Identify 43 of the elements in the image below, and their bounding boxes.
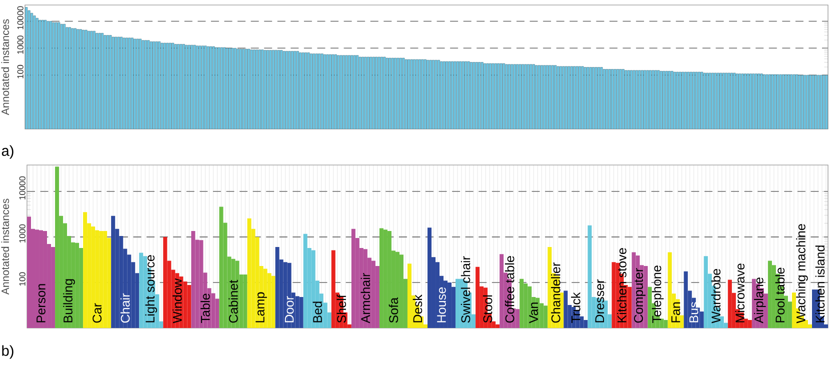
annotation: Table: [200, 294, 210, 324]
annotation: Coffee table: [504, 256, 514, 323]
text: b): [2, 345, 14, 359]
annotation: Shelf: [336, 294, 346, 323]
annotation: Pool table: [775, 268, 785, 322]
annotation: Cabinet: [228, 280, 238, 323]
annotation: Telephone: [652, 266, 664, 324]
annotation: Chair: [120, 293, 130, 323]
y-tick-label: 10000: [19, 176, 26, 200]
y-axis-title: Annotated instances: [1, 198, 10, 295]
annotation: Microwave: [735, 264, 745, 322]
y-tick-label: 100: [19, 272, 26, 286]
annotation: Door: [284, 296, 294, 322]
annotation: Computer: [634, 268, 646, 323]
text: a): [2, 145, 14, 159]
y-tick-label: 1000: [19, 224, 26, 243]
y-tick-label: 100: [17, 64, 24, 78]
annotation: Armchair: [360, 273, 370, 324]
annotation: Bed: [312, 302, 322, 322]
annotation: Fan: [671, 302, 680, 322]
annotation: Chandelier: [551, 262, 560, 323]
annotation: Wardrobe: [711, 268, 720, 324]
annotation: Dresser: [595, 279, 604, 322]
annotation: Desk: [412, 294, 422, 322]
annotation: Waching machine: [796, 224, 808, 324]
annotation: House: [437, 287, 446, 322]
annotation: Kitchen stove: [617, 248, 626, 322]
annotation: Truck: [571, 292, 580, 324]
annotation: Building: [63, 279, 75, 322]
annotation: Van: [529, 302, 538, 324]
annotation: Stool: [482, 295, 492, 323]
annotation: Sofa: [388, 297, 398, 323]
y-axis-title: Annotated instances: [1, 19, 10, 116]
annotation: Window: [172, 278, 182, 324]
annotation: Person: [36, 284, 46, 322]
annotation: Light source: [145, 255, 158, 322]
annotation: Lamp: [256, 292, 267, 322]
annotation: Kitchen island: [815, 246, 825, 322]
y-tick-label: 10000: [17, 6, 24, 30]
annotation: Swivel chair: [460, 256, 470, 323]
y-tick-label: 1000: [17, 36, 24, 54]
annotation: Airplane: [754, 278, 766, 324]
annotation: Car: [92, 303, 102, 323]
